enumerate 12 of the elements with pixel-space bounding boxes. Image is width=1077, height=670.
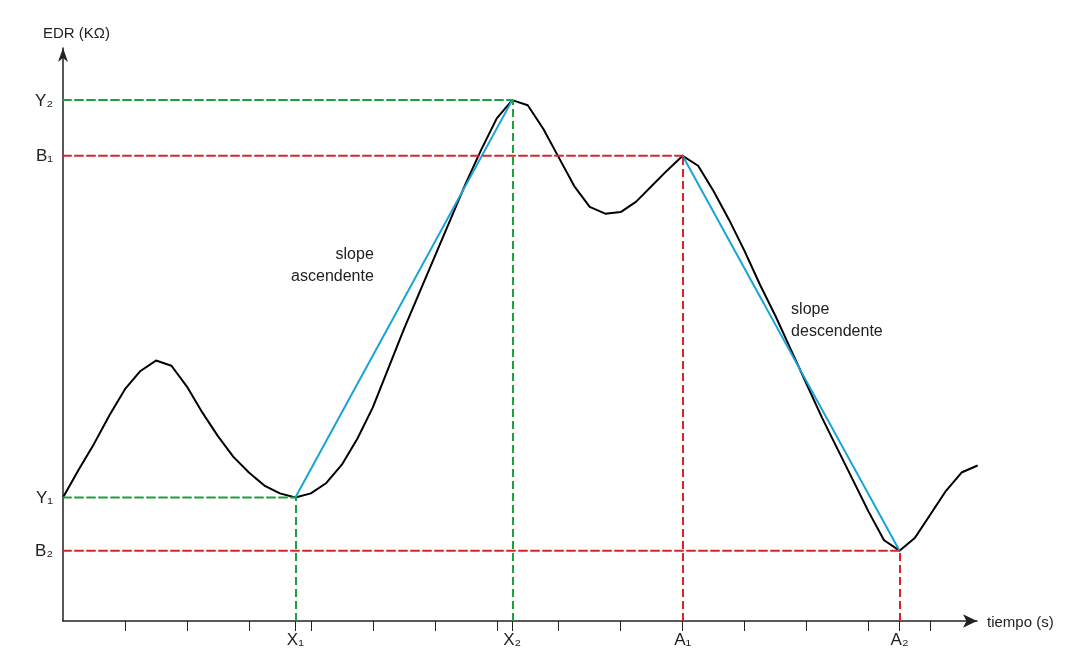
x-axis-title: tiempo (s) bbox=[987, 612, 1054, 630]
x-tick-label: X₁ bbox=[286, 630, 305, 649]
x-tick-label: A₂ bbox=[890, 630, 909, 649]
y-axis-title: EDR (KΩ) bbox=[43, 24, 111, 41]
series-label: Y₂ bbox=[35, 90, 53, 110]
x-tick-label: X₂ bbox=[503, 630, 522, 649]
series-label: slope descendente bbox=[791, 299, 883, 339]
series-label: B₂ bbox=[35, 541, 53, 561]
series-label: B₁ bbox=[35, 146, 54, 166]
series-label: Y₁ bbox=[35, 488, 54, 508]
x-tick-label: A₁ bbox=[674, 630, 692, 649]
text: slope ascendente bbox=[291, 245, 374, 285]
